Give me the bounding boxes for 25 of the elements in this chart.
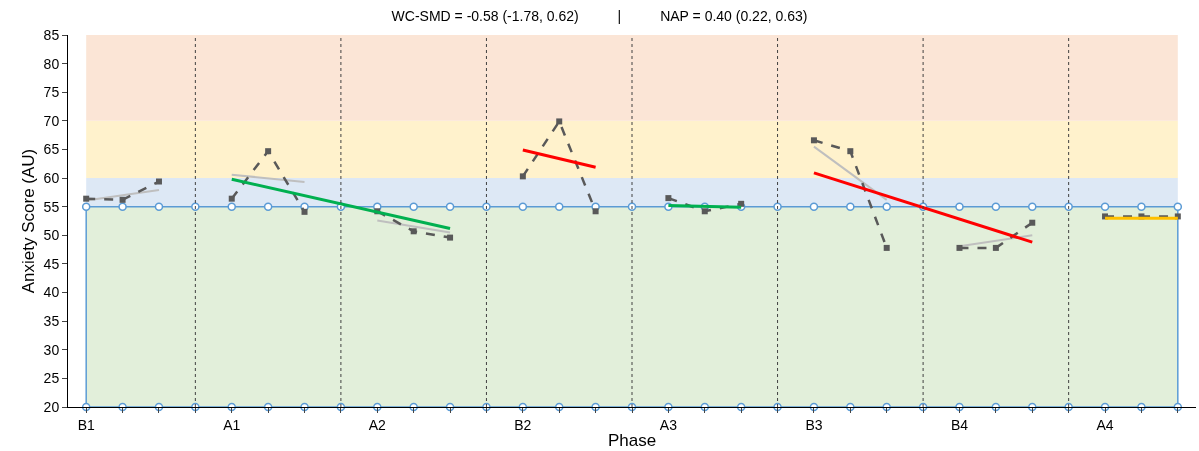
x-tick-label: A2 <box>368 416 387 433</box>
x-axis-title: Phase <box>607 431 657 451</box>
y-tick-label: 30 <box>43 341 60 358</box>
y-tick-label: 55 <box>43 198 60 215</box>
y-tick-label: 35 <box>43 313 60 330</box>
y-tick-label: 70 <box>43 112 60 129</box>
y-axis-title: Anxiety Score (AU) <box>19 148 39 294</box>
x-tick-label: B3 <box>805 416 823 433</box>
y-tick-label: 60 <box>43 169 60 186</box>
y-tick-label: 85 <box>43 26 60 43</box>
y-tick-label: 50 <box>43 227 60 244</box>
y-tick-label: 75 <box>43 84 60 101</box>
y-tick-label: 65 <box>43 141 60 158</box>
x-tick-label: A1 <box>223 416 241 433</box>
y-tick-label: 20 <box>43 398 60 415</box>
x-tick-label: B4 <box>950 416 969 433</box>
y-tick-label: 40 <box>43 284 60 301</box>
x-tick-label: B1 <box>77 416 95 433</box>
x-tick-label: A3 <box>659 416 678 433</box>
y-tick-label: 80 <box>43 55 60 72</box>
x-tick-label: A4 <box>1096 416 1114 433</box>
y-tick-label: 25 <box>43 370 60 387</box>
x-tick-label: B2 <box>514 416 532 433</box>
y-tick-label: 45 <box>43 255 60 272</box>
chart-title: WC-SMD = -0.58 (-1.78, 0.62) | NAP = 0.40 (0.22, 0.63) <box>391 8 808 25</box>
